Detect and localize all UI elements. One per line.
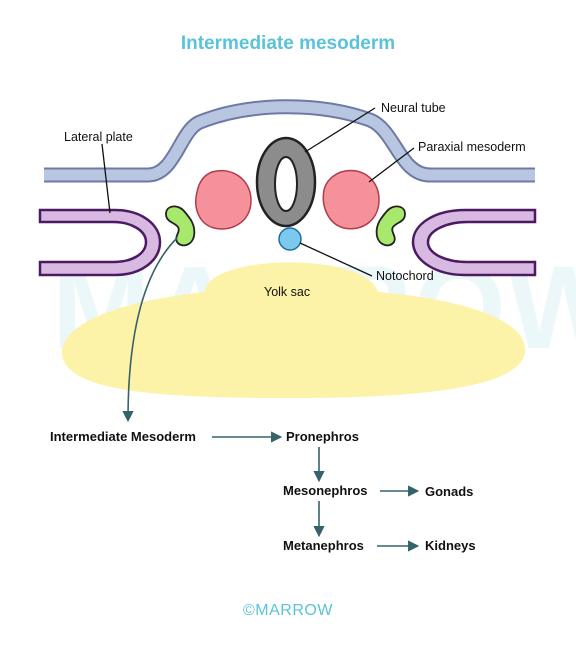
flow-metanephros: Metanephros xyxy=(283,538,364,553)
flow-kidneys: Kidneys xyxy=(425,538,476,553)
diagram-title: Intermediate mesoderm xyxy=(180,33,396,54)
notochord xyxy=(278,227,302,251)
lateral-plate-left xyxy=(38,208,162,277)
neural-tube-lumen xyxy=(274,156,298,212)
label-neural-tube: Neural tube xyxy=(381,101,446,115)
paraxial-mesoderm-left xyxy=(195,169,252,230)
leader-lateral-plate xyxy=(101,143,111,214)
label-lateral-plate: Lateral plate xyxy=(64,130,133,144)
flow-gonads: Gonads xyxy=(425,484,474,499)
intermediate-mesoderm-left xyxy=(165,205,196,247)
yolk-sac-shape xyxy=(61,262,526,398)
footer-copyright: ©MARROW xyxy=(243,602,333,619)
leader-notochord xyxy=(299,242,373,277)
intermediate-mesoderm-right xyxy=(375,205,406,247)
paraxial-mesoderm-right xyxy=(322,169,380,230)
flow-pronephros: Pronephros xyxy=(286,429,359,444)
leader-paraxial-mesoderm xyxy=(368,147,415,183)
label-notochord: Notochord xyxy=(376,269,434,283)
ectoderm-band-fill xyxy=(44,101,535,181)
label-paraxial-mesoderm: Paraxial mesoderm xyxy=(418,140,526,154)
label-yolk-sac: Yolk sac xyxy=(264,285,311,299)
arrow-origin-curve xyxy=(122,237,178,423)
flow-mesonephros: Mesonephros xyxy=(283,483,368,498)
flow-intermediate-mesoderm: Intermediate Mesoderm xyxy=(50,429,196,444)
leader-neural-tube xyxy=(304,107,376,153)
lateral-plate-right xyxy=(411,208,537,277)
